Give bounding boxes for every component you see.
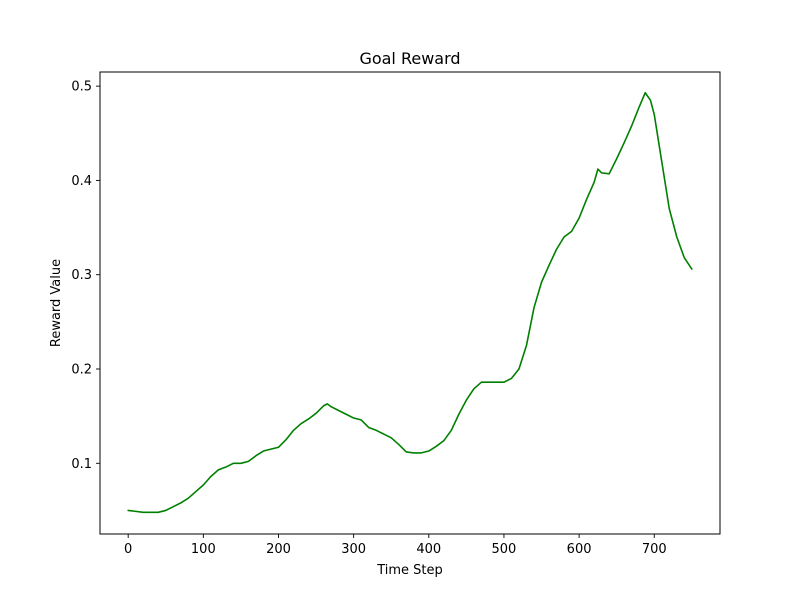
x-tick-label: 500 xyxy=(492,542,517,557)
chart-title: Goal Reward xyxy=(359,49,460,68)
x-tick-label: 600 xyxy=(567,542,592,557)
x-axis-label: Time Step xyxy=(376,563,443,578)
x-tick-label: 100 xyxy=(191,542,216,557)
y-axis-label: Reward Value xyxy=(49,259,64,347)
plot-area: 0 100 200 300 400 500 600 700 0.1 0.2 0.3 0.4 0.5 xyxy=(71,71,721,557)
x-tick-label: 700 xyxy=(642,542,667,557)
x-tick-label: 0 xyxy=(124,542,132,557)
y-tick-label: 0.4 xyxy=(71,174,92,189)
x-tick-label: 200 xyxy=(266,542,291,557)
x-tick-label: 400 xyxy=(416,542,441,557)
y-tick-label: 0.3 xyxy=(71,268,92,283)
y-tick-label: 0.5 xyxy=(71,80,92,95)
y-tick-label: 0.2 xyxy=(71,363,92,378)
axes-frame xyxy=(99,71,721,535)
series-line-0 xyxy=(127,91,693,514)
y-tick-label: 0.1 xyxy=(71,457,92,472)
x-tick-label: 300 xyxy=(341,542,366,557)
